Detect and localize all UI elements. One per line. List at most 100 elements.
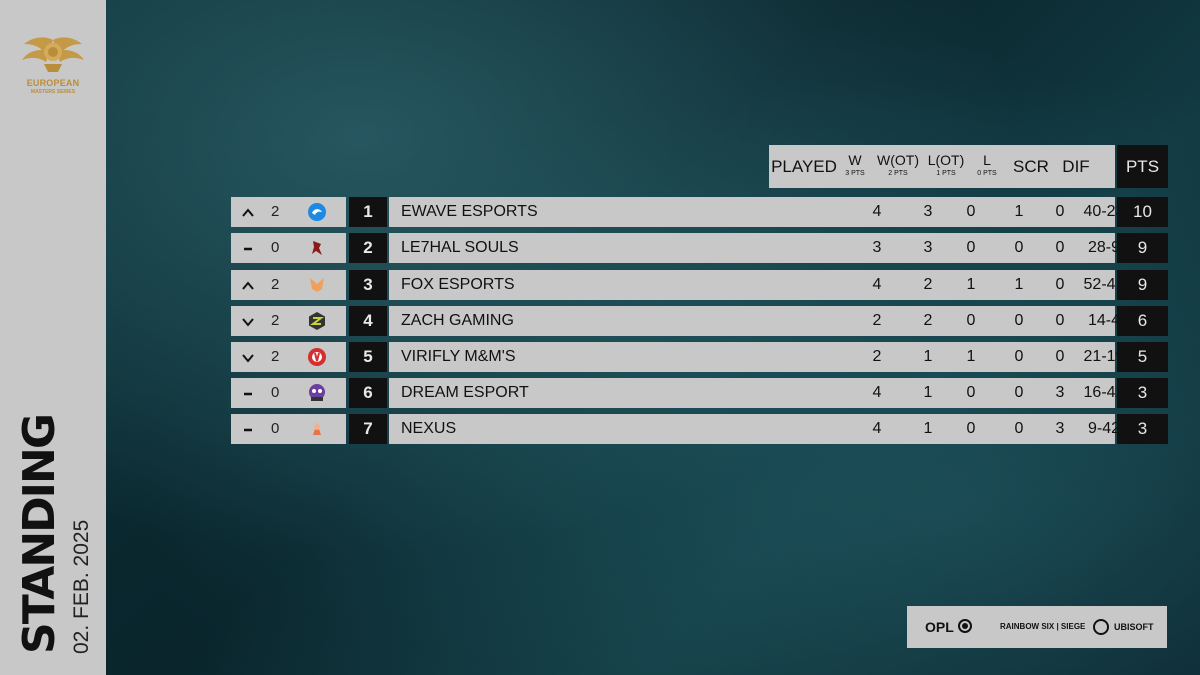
rank-cell: 2 [349, 233, 387, 263]
fox-logo-icon [310, 278, 324, 292]
lot-value: 0 [1014, 420, 1024, 437]
dash-icon [244, 392, 252, 396]
movement-value: 2 [271, 348, 280, 365]
ubisoft-swirl-icon [1093, 619, 1109, 635]
header-lot: L(OT) 1 PTS [927, 152, 965, 177]
team-name: VIRIFLY M&M'S [401, 348, 516, 365]
team-name: NEXUS [401, 420, 457, 437]
wot-value: 1 [966, 348, 976, 365]
w-value: 2 [923, 276, 933, 293]
opl-dot-icon [962, 623, 968, 629]
dash-icon [244, 428, 252, 432]
l-value: 0 [1055, 239, 1065, 256]
header-pts: PTS [1117, 145, 1168, 188]
played-value: 4 [872, 420, 882, 437]
l-value: 0 [1055, 203, 1065, 220]
scr-value: 52-41 [1083, 276, 1125, 293]
scr-value: 16-42 [1083, 384, 1125, 401]
l-value: 0 [1055, 312, 1065, 329]
opl-ring-icon [958, 619, 972, 633]
wot-value: 1 [966, 276, 976, 293]
movement-value: 2 [271, 203, 280, 220]
header-wot: W(OT) 2 PTS [877, 152, 919, 177]
pts-cell: 6 [1117, 306, 1168, 336]
lot-value: 0 [1014, 239, 1024, 256]
movement-value: 0 [271, 239, 280, 256]
movement-cell: 0 [231, 414, 346, 444]
lot-value: 0 [1014, 384, 1024, 401]
rank-cell: 6 [349, 378, 387, 408]
pts-cell: 9 [1117, 270, 1168, 300]
pts-cell: 9 [1117, 233, 1168, 263]
pts-cell: 10 [1117, 197, 1168, 227]
dash-icon [244, 247, 252, 251]
up-icon [242, 281, 254, 290]
w-value: 1 [923, 420, 933, 437]
down-icon [242, 354, 254, 363]
lot-value: 0 [1014, 312, 1024, 329]
wot-value: 0 [966, 384, 976, 401]
played-value: 3 [872, 239, 882, 256]
nexus-logo-icon [313, 423, 321, 435]
played-value: 2 [872, 312, 882, 329]
scr-value: 14-4 [1087, 312, 1121, 329]
l-value: 3 [1055, 384, 1065, 401]
w-value: 3 [923, 239, 933, 256]
played-value: 4 [872, 276, 882, 293]
rank-cell: 7 [349, 414, 387, 444]
movement-value: 2 [271, 312, 280, 329]
movement-cell: 2 [231, 306, 346, 336]
pts-cell: 3 [1117, 414, 1168, 444]
header-dif: DIF [1062, 157, 1090, 176]
scr-value: 21-19 [1083, 348, 1125, 365]
page-date: 02. FEB. 2025 [70, 519, 93, 654]
w-value: 3 [923, 203, 933, 220]
movement-cell: 2 [231, 270, 346, 300]
team-name: DREAM ESPORT [401, 384, 529, 401]
sidebar-vertical-text: STANDING 02. FEB. 2025 [8, 415, 104, 654]
header-played: PLAYED [771, 157, 837, 176]
movement-value: 0 [271, 384, 280, 401]
scr-value: 28-9 [1087, 239, 1121, 256]
w-value: 1 [923, 348, 933, 365]
team-name: LE7HAL SOULS [401, 239, 519, 256]
page-title: STANDING [14, 415, 65, 654]
logo-title: EUROPEAN [26, 78, 80, 88]
sponsor-bar: OPL RAINBOW SIX | SIEGE UBISOFT [907, 606, 1167, 648]
played-value: 2 [872, 348, 882, 365]
up-icon [242, 208, 254, 217]
wot-value: 0 [966, 203, 976, 220]
lot-value: 0 [1014, 348, 1024, 365]
sidebar: EUROPEAN MASTERS SERIES STANDING 02. FEB… [0, 0, 106, 675]
zach-logo-icon [309, 312, 325, 330]
team-name: FOX ESPORTS [401, 276, 515, 293]
movement-cell: 2 [231, 342, 346, 372]
down-icon [242, 318, 254, 327]
pts-cell: 3 [1117, 378, 1168, 408]
scr-value: 9-42 [1087, 420, 1121, 437]
ubisoft-logo-text: UBISOFT [1114, 622, 1154, 632]
le7hal-logo-icon [312, 241, 322, 255]
movement-value: 2 [271, 276, 280, 293]
l-value: 3 [1055, 420, 1065, 437]
scr-value: 40-23 [1083, 203, 1125, 220]
header-scr: SCR [1013, 157, 1049, 176]
rainbow-six-logo: RAINBOW SIX | SIEGE [1000, 622, 1086, 631]
rank-cell: 4 [349, 306, 387, 336]
movement-cell: 0 [231, 378, 346, 408]
w-value: 1 [923, 384, 933, 401]
